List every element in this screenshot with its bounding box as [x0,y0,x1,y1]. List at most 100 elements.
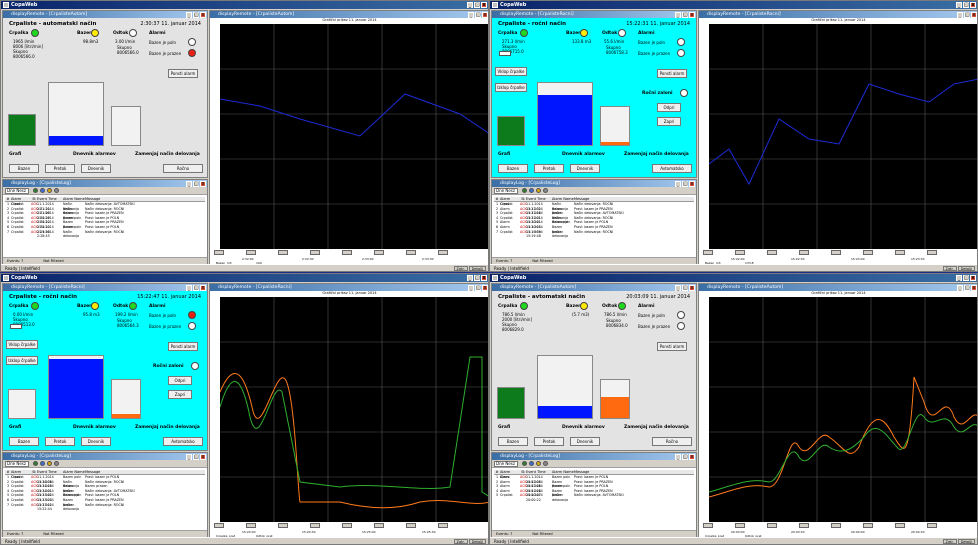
toolbar-icon-2[interactable] [47,461,52,466]
column-header-1[interactable]: Alarm Class [11,470,31,474]
close-button[interactable]: x [971,12,977,18]
trend-nav-button[interactable] [927,523,937,528]
minimize-button[interactable]: _ [186,285,192,291]
flow-setpoint-input[interactable] [10,324,22,329]
close-button[interactable]: x [200,454,206,460]
minimize-button[interactable]: _ [186,12,192,18]
toolbar-icon-1[interactable] [529,188,534,193]
trend-nav-button[interactable] [831,523,841,528]
maximize-button[interactable]: □ [474,275,480,281]
bottom-button-1[interactable]: Pretok [534,437,564,446]
status-button-1[interactable]: Detalji [469,539,486,545]
status-button-1[interactable]: Detalji [469,266,486,272]
close-button[interactable]: x [689,285,695,291]
minimize-button[interactable]: _ [956,2,962,8]
status-button-1[interactable]: Detalji [958,539,975,545]
reset-alarm-button[interactable]: Ponsti alarm [168,342,198,351]
event-filter-combo[interactable]: Dne Nesz [5,461,29,467]
trend-nav-button[interactable] [703,250,713,255]
side-button-1[interactable]: Izklop črpalke [6,356,38,365]
maximize-button[interactable]: □ [193,285,199,291]
table-row[interactable]: 7 Crpalist ACK 11.1.2014 2:28:45 Način delov… [5,230,205,235]
column-header-1[interactable]: Alarm Class [500,470,520,474]
column-header-4[interactable]: Alarm Name [63,197,85,201]
close-button[interactable]: x [482,12,488,18]
side-button-0[interactable]: Vklop črpalke [6,340,38,349]
toolbar-icon-0[interactable] [33,461,38,466]
trend-nav-button[interactable] [735,250,745,255]
column-header-3[interactable]: Event Time [526,470,552,474]
close-button[interactable]: x [970,275,976,281]
bottom-button-2[interactable]: Dnevnik [81,437,111,446]
close-button[interactable]: x [970,2,976,8]
status-button-1[interactable]: Detalji [958,266,975,272]
toolbar-icon-2[interactable] [47,188,52,193]
maximize-button[interactable]: □ [963,2,969,8]
trend-nav-button[interactable] [246,250,256,255]
column-header-5[interactable]: Message [574,197,634,201]
column-header-5[interactable]: Message [85,197,145,201]
minimize-button[interactable]: _ [468,12,474,18]
minimize-button[interactable]: _ [468,285,474,291]
trend-nav-button[interactable] [831,250,841,255]
trend-nav-button[interactable] [310,250,320,255]
column-header-3[interactable]: Event Time [526,197,552,201]
valve-button-0[interactable]: Odpri [657,103,681,112]
maximize-button[interactable]: □ [193,454,199,460]
toolbar-icon-3[interactable] [54,461,59,466]
trend-nav-button[interactable] [342,250,352,255]
column-header-4[interactable]: Alarm Name [552,470,574,474]
column-header-3[interactable]: Event Time [37,470,63,474]
side-button-1[interactable]: Izklop črpalke [495,83,527,92]
maximize-button[interactable]: □ [193,12,199,18]
maximize-button[interactable]: □ [682,454,688,460]
minimize-button[interactable]: _ [675,285,681,291]
trend-nav-button[interactable] [278,250,288,255]
toolbar-icon-1[interactable] [40,188,45,193]
maximize-button[interactable]: □ [682,181,688,187]
minimize-button[interactable]: _ [467,2,473,8]
event-filter-combo[interactable]: Dne Nesz [494,188,518,194]
trend-nav-button[interactable] [438,250,448,255]
close-button[interactable]: x [200,12,206,18]
toolbar-icon-3[interactable] [543,461,548,466]
close-button[interactable]: x [482,285,488,291]
minimize-button[interactable]: _ [957,12,963,18]
minimize-button[interactable]: _ [467,275,473,281]
trend-nav-button[interactable] [374,250,384,255]
trend-nav-button[interactable] [767,250,777,255]
bottom-button-3[interactable]: Avtomatsko [652,164,692,173]
column-header-1[interactable]: Alarm Class [500,197,520,201]
bottom-button-0[interactable]: Bazen [498,437,528,446]
bottom-button-1[interactable]: Pretok [45,437,75,446]
table-row[interactable]: 7 Crpalist ACK 11.1.2014 15:22:44 Način delo… [5,503,205,508]
table-row[interactable]: 5 Crpalist ACK 11.1.2014 20:00:22 Način delo… [494,493,694,498]
maximize-button[interactable]: □ [475,285,481,291]
trend-nav-button[interactable] [214,250,224,255]
reset-alarm-button[interactable]: Ponsti alarm [657,69,687,78]
bottom-button-2[interactable]: Dnevnik [81,164,111,173]
toolbar-icon-0[interactable] [522,461,527,466]
close-button[interactable]: x [200,285,206,291]
trend-nav-button[interactable] [214,523,224,528]
bottom-button-0[interactable]: Bazen [498,164,528,173]
reset-alarm-button[interactable]: Ponsti alarm [657,342,687,351]
side-button-0[interactable]: Vklop črpalke [495,67,527,76]
trend-nav-button[interactable] [863,250,873,255]
valve-button-1[interactable]: Zapri [168,390,192,399]
toolbar-icon-2[interactable] [536,461,541,466]
minimize-button[interactable]: _ [186,181,192,187]
maximize-button[interactable]: □ [474,2,480,8]
maximize-button[interactable]: □ [964,12,970,18]
maximize-button[interactable]: □ [475,12,481,18]
maximize-button[interactable]: □ [963,275,969,281]
bottom-button-0[interactable]: Bazen [9,164,39,173]
toolbar-icon-1[interactable] [529,461,534,466]
column-header-3[interactable]: Event Time [37,197,63,201]
bottom-button-3[interactable]: Avtomatsko [163,437,203,446]
close-button[interactable]: x [689,454,695,460]
maximize-button[interactable]: □ [682,12,688,18]
table-row[interactable]: 7 Crpalist ACK 11.1.2014 15:19:48 Način delo… [494,230,694,235]
reset-alarm-button[interactable]: Ponsti alarm [168,69,198,78]
bottom-button-1[interactable]: Pretok [534,164,564,173]
